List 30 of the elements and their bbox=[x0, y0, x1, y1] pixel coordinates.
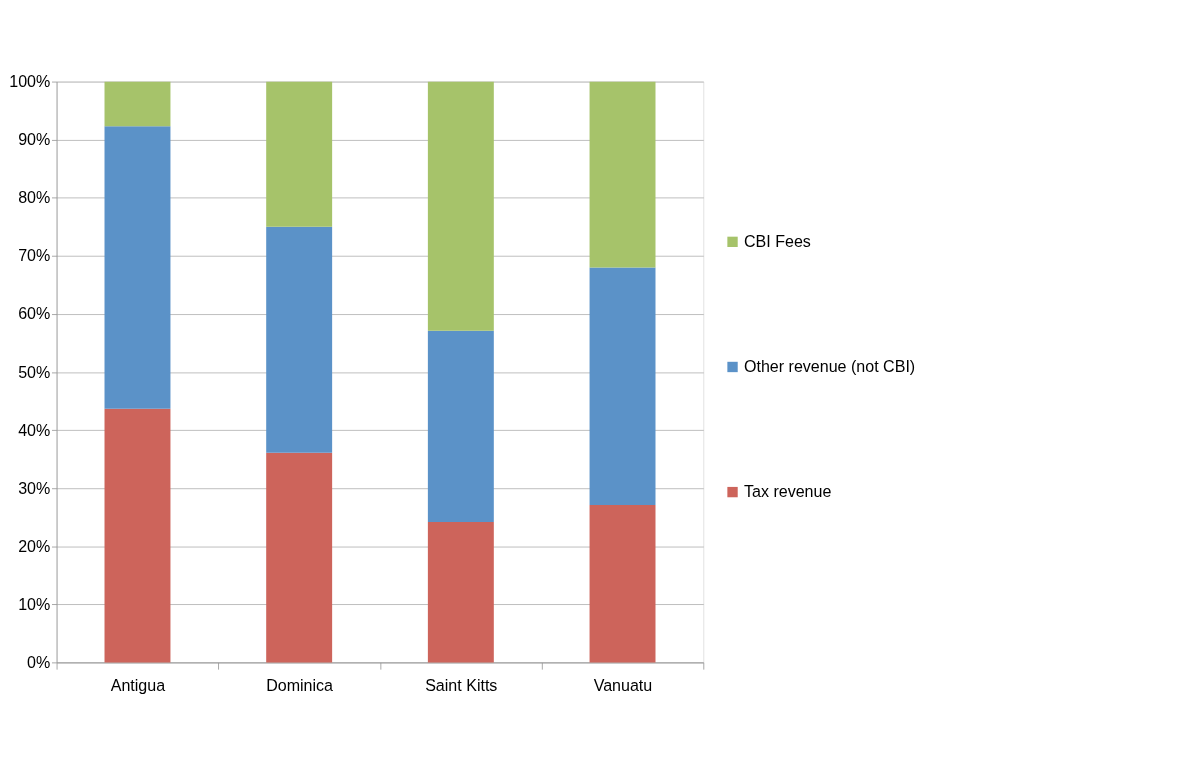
y-tick-label: 20% bbox=[18, 536, 51, 555]
y-tick-label: 0% bbox=[27, 652, 51, 671]
bar bbox=[589, 505, 656, 663]
bar bbox=[427, 330, 494, 522]
y-tick-label: 100% bbox=[9, 72, 51, 91]
y-tick-label: 80% bbox=[18, 188, 51, 207]
y-tick-label: 40% bbox=[18, 420, 51, 439]
y-tick-label: 60% bbox=[18, 304, 51, 323]
y-tick-label: 70% bbox=[18, 246, 51, 265]
bar bbox=[589, 267, 656, 506]
bar bbox=[266, 226, 333, 453]
legend-label: Tax revenue bbox=[743, 482, 832, 501]
bar bbox=[104, 126, 171, 409]
y-tick-label: 50% bbox=[18, 362, 51, 381]
y-tick-label: 10% bbox=[18, 594, 51, 613]
x-tick-label: Saint Kitts bbox=[425, 675, 498, 694]
x-tick-label: Dominica bbox=[266, 675, 334, 694]
y-tick-label: 90% bbox=[18, 130, 51, 149]
x-tick-label: Vanuatu bbox=[593, 675, 653, 694]
x-tick-label: Antigua bbox=[110, 675, 166, 694]
legend-label: Other revenue (not CBI) bbox=[743, 357, 916, 376]
legend-label: CBI Fees bbox=[743, 231, 811, 250]
bar bbox=[104, 408, 171, 663]
y-tick-label: 30% bbox=[18, 478, 51, 497]
bar bbox=[427, 81, 494, 331]
bar bbox=[104, 81, 171, 127]
bar bbox=[266, 81, 333, 227]
bar bbox=[266, 452, 333, 663]
bar bbox=[427, 521, 494, 663]
bar bbox=[589, 81, 656, 268]
